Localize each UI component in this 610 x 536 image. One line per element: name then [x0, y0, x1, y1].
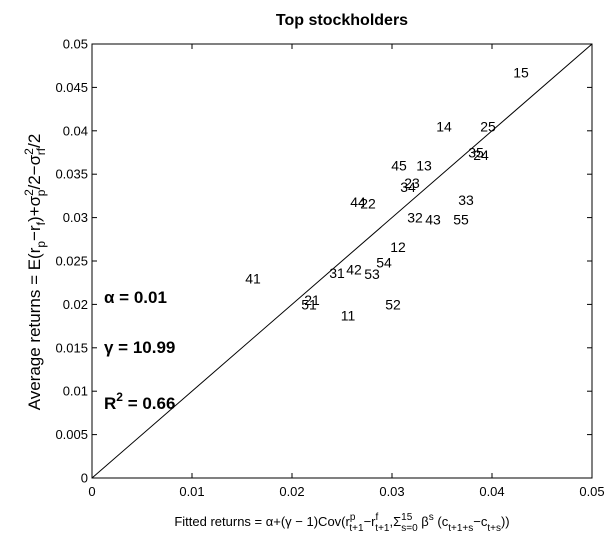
- data-point-label: 51: [301, 296, 317, 312]
- y-tick-label: 0.035: [55, 167, 88, 182]
- x-tick-label: 0.05: [579, 484, 604, 499]
- data-point-label: 52: [385, 296, 401, 312]
- data-point-label: 41: [245, 270, 261, 286]
- data-point-label: 15: [513, 65, 529, 81]
- y-tick-label: 0.045: [55, 80, 88, 95]
- y-tick-label: 0.025: [55, 254, 88, 269]
- data-point-label: 54: [376, 255, 392, 271]
- data-point-label: 55: [453, 211, 469, 227]
- y-tick-label: 0.015: [55, 340, 88, 355]
- x-tick-label: 0.02: [279, 484, 304, 499]
- data-point-label: 31: [329, 265, 345, 281]
- data-point-label: 14: [436, 118, 452, 134]
- y-tick-label: 0.04: [63, 123, 88, 138]
- data-point-label: 45: [391, 158, 407, 174]
- x-tick-label: 0.01: [179, 484, 204, 499]
- reference-line: [91, 43, 593, 479]
- axis-ticks: 0 0.01 0.02 0.03 0.04 0.05 0 0.005 0.01 0.015 0.02…: [55, 37, 604, 500]
- data-point-label: 53: [364, 266, 380, 282]
- alpha-annotation: α = 0.01: [104, 288, 167, 307]
- y-tick-label: 0.005: [55, 427, 88, 442]
- data-point-label: 32: [407, 210, 423, 226]
- y-tick-label: 0.02: [63, 297, 88, 312]
- x-tick-label: 0.03: [379, 484, 404, 499]
- chart-title: Top stockholders: [276, 12, 408, 29]
- x-tick-label: 0: [88, 484, 95, 499]
- data-point-label: 12: [390, 239, 406, 255]
- data-point-label: 34: [400, 179, 416, 195]
- gamma-annotation: γ = 10.99: [104, 338, 175, 357]
- data-point-label: 24: [473, 147, 489, 163]
- y-tick-label: 0.05: [63, 37, 88, 52]
- data-point-label: 35: [468, 145, 484, 161]
- data-point-label: 13: [416, 158, 432, 174]
- x-tick-label: 0.04: [479, 484, 504, 499]
- x-axis-label: Fitted returns = α+(γ − 1)Cov(rp t+1−rf t+…: [174, 512, 509, 534]
- y-tick-label: 0.01: [63, 384, 88, 399]
- data-point-label: 11: [341, 308, 356, 324]
- data-point-label: 33: [458, 192, 474, 208]
- y-axis-label: Average returns = E(rp−rf)+σ2p/2−σ2rf/2: [22, 134, 48, 411]
- data-point-label: 42: [346, 262, 362, 278]
- data-point-label: 22: [360, 196, 376, 212]
- data-point-label: 25: [480, 118, 496, 134]
- y-tick-label: 0.03: [63, 210, 88, 225]
- r-squared-annotation: R2 = 0.66: [104, 390, 175, 413]
- data-point-label: 43: [425, 211, 441, 227]
- y-tick-label: 0: [81, 471, 88, 486]
- data-point-label: 23: [404, 175, 420, 191]
- data-point-label: 21: [304, 292, 320, 308]
- data-point-label: 44: [350, 194, 366, 210]
